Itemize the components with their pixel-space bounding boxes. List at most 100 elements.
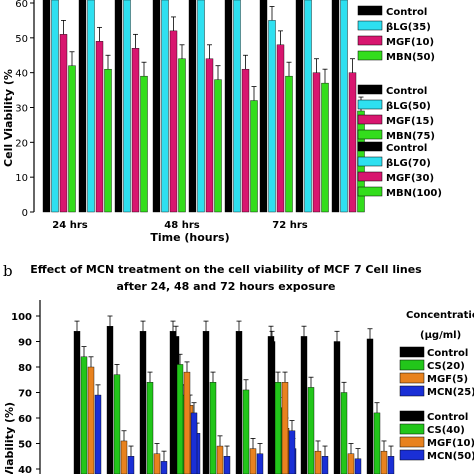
panel-b-bar xyxy=(190,412,198,474)
panel-a-legend-swatch xyxy=(357,50,383,61)
panel-b-legend-label: CS(40) xyxy=(427,425,465,436)
panel-a-bar xyxy=(178,58,186,213)
panel-b-bar xyxy=(300,336,308,474)
panel-b-legend-swatch xyxy=(399,410,425,422)
panel-a-x-tick-label: 48 hrs xyxy=(164,220,199,231)
panel-b-legend-label: Control xyxy=(427,348,468,359)
panel-a-bar xyxy=(304,0,312,213)
panel-a-bar xyxy=(87,0,95,213)
panel-a-bar xyxy=(250,100,258,213)
panel-a-x-axis-label: Time (hours) xyxy=(150,231,229,244)
panel-a-bar xyxy=(340,0,348,213)
panel-b-title-line1: Effect of MCN treatment on the cell viab… xyxy=(30,263,422,276)
panel-b-legend-swatch xyxy=(399,423,425,435)
panel-a-legend-swatch xyxy=(357,99,383,110)
panel-b-bar xyxy=(373,412,381,474)
panel-a-legend-label: MBN(50) xyxy=(386,52,435,63)
panel-a-bar xyxy=(42,0,51,213)
panel-a-y-tick-label: 30 xyxy=(15,104,28,115)
panel-b-y-tick-label: 50 xyxy=(18,440,32,451)
panel-a-legend-swatch xyxy=(357,186,383,197)
panel-b-bar xyxy=(387,456,395,474)
panel-a-legend-label: MBN(75) xyxy=(386,131,435,142)
panel-b-y-tick-label: 60 xyxy=(18,414,32,425)
panel-b-bar xyxy=(113,374,121,474)
panel-a-chart: Cell Viability (% Time (hours) 0 10 20 30 40… xyxy=(2,0,442,244)
panel-a-legend-swatch xyxy=(357,114,383,125)
panel-a-y-tick-label: 60 xyxy=(15,0,28,10)
legend-title-line2: (µg/ml) xyxy=(420,330,461,341)
panel-b-legend-swatch xyxy=(399,372,425,384)
panel-b-legend-label: Control xyxy=(427,412,468,423)
panel-b-bar xyxy=(87,366,95,474)
panel-b-legend-label: CS(20) xyxy=(427,361,465,372)
panel-b-y-tick-label: 40 xyxy=(18,465,32,474)
panel-a-bar xyxy=(169,30,178,213)
panel-a-bar xyxy=(68,65,76,213)
panel-a-y-tick-label: 10 xyxy=(15,173,28,184)
panel-b-bar xyxy=(340,392,348,474)
panel-b-bar xyxy=(288,430,296,474)
panel-b-bar xyxy=(267,336,275,474)
panel-a-legend-swatch xyxy=(357,20,383,31)
panel-a-legend: Control βLG(35) MGF(10) MBN(50) Control βLG(5… xyxy=(357,5,442,199)
panel-b-bar xyxy=(106,326,114,474)
panel-a-legend-label: MGF(10) xyxy=(386,37,434,48)
panel-b-bar xyxy=(216,445,224,474)
panel-b-bar xyxy=(94,394,102,474)
panel-a-bar xyxy=(59,34,68,213)
panel-b-bar xyxy=(321,456,329,474)
panel-a-legend-label: MBN(100) xyxy=(386,188,442,199)
panel-b-bar xyxy=(333,341,341,474)
panel-a-legend-label: Control xyxy=(386,86,427,97)
panel-a-bar xyxy=(312,72,321,213)
panel-a-legend-swatch xyxy=(357,141,383,152)
panel-b-bar xyxy=(183,371,191,474)
panel-a-legend-label: βLG(70) xyxy=(386,158,431,169)
panel-b-bar xyxy=(146,382,154,474)
panel-a-bar xyxy=(114,0,123,213)
panel-b-bar xyxy=(169,331,177,474)
panel-a-y-tick-label: 50 xyxy=(15,34,28,45)
panel-b-bar xyxy=(153,453,161,474)
panel-b-legend-swatch xyxy=(399,385,425,397)
panel-a-x-tick-label: 72 hrs xyxy=(272,220,307,231)
panel-a-y-tick-label: 0 xyxy=(22,208,28,219)
panel-b-legend: Control CS(20) MGF(5) MCN(25) Control CS(40) M… xyxy=(399,346,474,462)
panel-a-legend-swatch xyxy=(357,156,383,167)
panel-b-legend-label: MCN(25) xyxy=(427,387,474,398)
panel-b-legend-swatch xyxy=(399,449,425,461)
panel-a-bar xyxy=(123,0,131,213)
legend-title-line1: Concentrations xyxy=(406,310,474,321)
panel-a-bar xyxy=(233,0,241,213)
panel-b-y-tick-label: 70 xyxy=(18,389,32,400)
panel-b-bar xyxy=(249,448,257,474)
panel-a-bar xyxy=(51,0,59,213)
panel-a-bar xyxy=(131,48,140,213)
panel-a-y-axis-label: Cell Viability (% xyxy=(2,69,15,167)
panel-a-bar xyxy=(104,68,112,213)
panel-b-letter: b xyxy=(3,262,13,280)
panel-b-chart: b Effect of MCN treatment on the cell vi… xyxy=(3,262,474,474)
panel-a-bar xyxy=(285,75,293,213)
panel-b-bar xyxy=(354,458,362,474)
panel-a-legend-label: βLG(35) xyxy=(386,22,431,33)
panel-a-y-tick-label: 20 xyxy=(15,138,28,149)
panel-b-bar xyxy=(127,456,135,474)
panel-b-bar xyxy=(281,382,289,474)
panel-b-bar xyxy=(347,453,355,474)
panel-a-bar xyxy=(295,0,304,213)
panel-a-bar xyxy=(224,0,233,213)
panel-a-bar xyxy=(214,79,222,213)
panel-a-legend-swatch xyxy=(357,35,383,46)
panel-a-bar xyxy=(140,75,148,213)
panel-b-bar xyxy=(120,440,128,474)
panel-b-bar xyxy=(176,364,184,474)
panel-a-legend-swatch xyxy=(357,171,383,182)
panel-a-bar xyxy=(152,0,161,213)
panel-b-bar xyxy=(139,331,147,474)
panel-a-y-tick-label: 40 xyxy=(15,69,28,80)
panel-b-bar xyxy=(307,387,315,474)
panel-a-bar xyxy=(348,72,357,213)
panel-b-bar xyxy=(274,382,282,474)
